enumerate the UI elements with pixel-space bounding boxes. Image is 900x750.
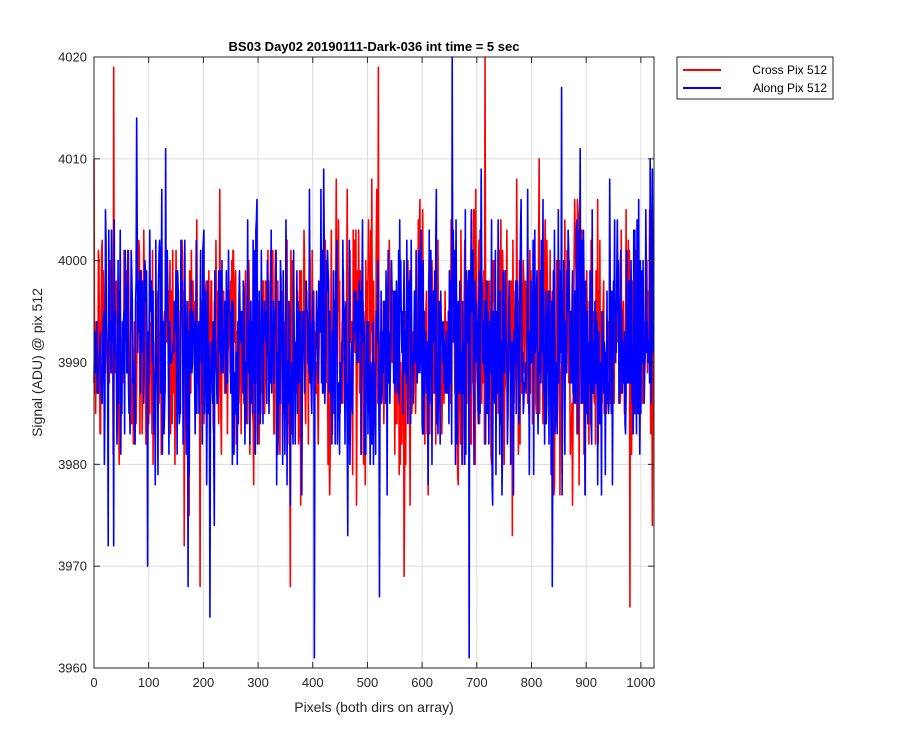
y-axis-label: Signal (ADU) @ pix 512 xyxy=(29,288,45,437)
x-tick-label: 0 xyxy=(90,675,97,690)
chart-title: BS03 Day02 20190111-Dark-036 int time = … xyxy=(229,39,520,54)
legend[interactable]: Cross Pix 512 Along Pix 512 xyxy=(676,56,834,100)
data-series xyxy=(93,56,655,659)
y-tick-label: 4010 xyxy=(58,151,87,166)
legend-box xyxy=(676,56,834,100)
y-tick-label: 3990 xyxy=(58,355,87,370)
y-tick-label: 4020 xyxy=(58,50,87,65)
plot-area: 0 100 200 300 400 500 600 700 800 900 1000 3960 3970… xyxy=(58,50,655,691)
x-tick-label: 600 xyxy=(411,675,433,690)
y-tick-label: 3960 xyxy=(58,661,87,676)
x-tick-label: 200 xyxy=(193,675,215,690)
x-tick-label: 400 xyxy=(302,675,324,690)
x-tick-label: 900 xyxy=(575,675,597,690)
series-line-along-pix xyxy=(93,56,655,659)
x-tick-label: 100 xyxy=(138,675,160,690)
x-axis-label: Pixels (both dirs on array) xyxy=(294,699,454,715)
x-tick-label: 800 xyxy=(521,675,543,690)
x-tick-label: 1000 xyxy=(626,675,655,690)
y-tick-label: 3980 xyxy=(58,457,87,472)
axis-ticks: 0 100 200 300 400 500 600 700 800 900 1000 3960 3970… xyxy=(58,50,655,691)
x-tick-label: 500 xyxy=(357,675,379,690)
legend-label-along-pix: Along Pix 512 xyxy=(753,81,827,95)
y-tick-label: 4000 xyxy=(58,253,87,268)
legend-label-cross-pix: Cross Pix 512 xyxy=(752,63,827,77)
x-tick-label: 700 xyxy=(466,675,488,690)
x-tick-label: 300 xyxy=(247,675,269,690)
y-tick-label: 3970 xyxy=(58,559,87,574)
